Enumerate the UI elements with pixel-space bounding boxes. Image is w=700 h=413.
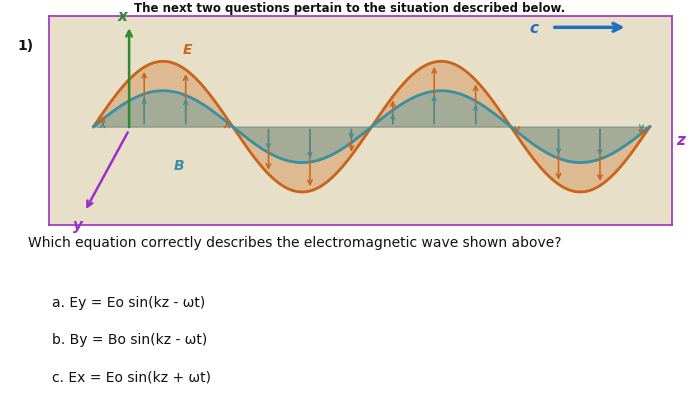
Text: c. Ex = Eo sin(kz + ωt): c. Ex = Eo sin(kz + ωt)	[52, 370, 211, 384]
Text: a. Ey = Eo sin(kz - ωt): a. Ey = Eo sin(kz - ωt)	[52, 295, 206, 309]
Text: y: y	[73, 217, 83, 232]
Text: b. By = Bo sin(kz - ωt): b. By = Bo sin(kz - ωt)	[52, 332, 208, 347]
Text: x: x	[118, 9, 127, 24]
Text: c: c	[529, 21, 538, 36]
Text: Which equation correctly describes the electromagnetic wave shown above?: Which equation correctly describes the e…	[28, 235, 561, 249]
Text: z: z	[676, 133, 685, 147]
Text: The next two questions pertain to the situation described below.: The next two questions pertain to the si…	[134, 2, 566, 15]
Text: 1): 1)	[18, 39, 34, 53]
Text: B: B	[174, 159, 184, 173]
Text: E: E	[183, 43, 192, 57]
